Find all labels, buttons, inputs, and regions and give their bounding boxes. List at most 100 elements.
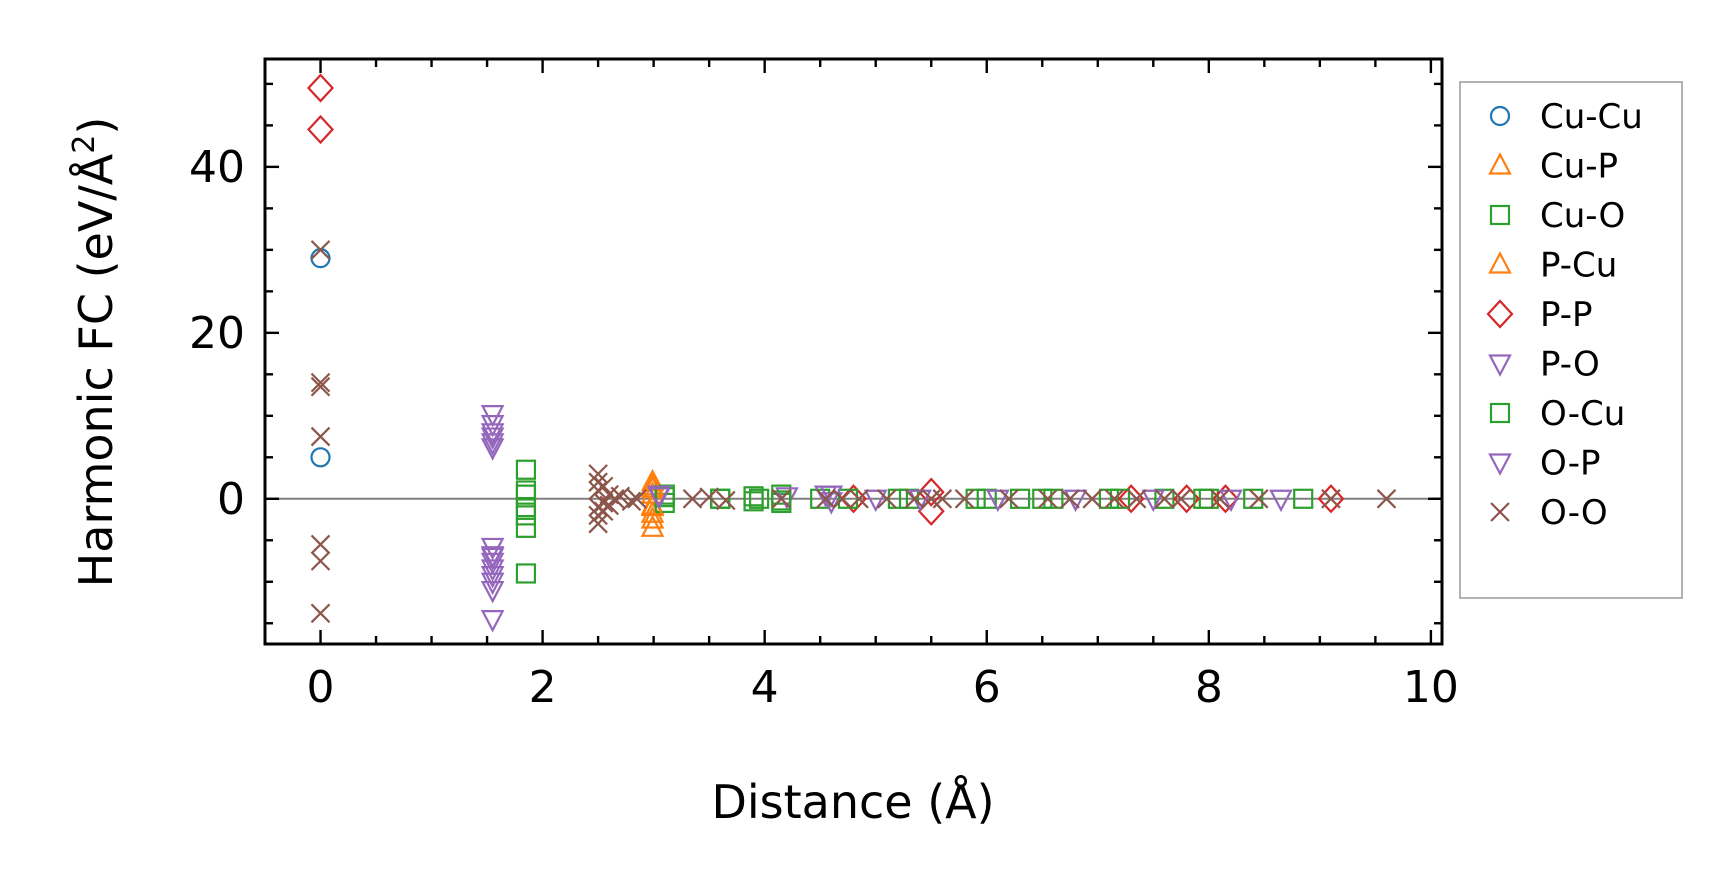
data-point (627, 489, 647, 509)
legend-item-p-p: P-P (1486, 295, 1593, 335)
series-p-o (480, 405, 844, 633)
y-axis-label-end: ) (69, 117, 123, 135)
legend-frame (1459, 81, 1683, 599)
data-point (515, 484, 537, 505)
data-point (515, 459, 537, 480)
y-axis-label-main: Harmonic FC (eV/Å (69, 153, 123, 587)
data-point (647, 487, 672, 510)
legend-marker (1489, 402, 1511, 424)
data-point (1126, 489, 1147, 509)
legend-label: Cu-P (1540, 147, 1618, 187)
data-point (588, 464, 608, 484)
data-point (1321, 489, 1341, 509)
x-tick-label: 10 (1403, 662, 1459, 713)
legend-item-o-cu: O-Cu (1489, 394, 1625, 434)
data-point (310, 376, 331, 397)
data-point (307, 114, 335, 145)
data-point (904, 489, 925, 509)
legend-item-p-o: P-O (1488, 345, 1600, 385)
data-point (515, 517, 537, 538)
data-point (863, 489, 888, 513)
legend-marker (1488, 152, 1512, 175)
data-point (593, 493, 614, 513)
data-point (1082, 489, 1103, 509)
data-point (832, 489, 853, 509)
data-point (887, 488, 909, 509)
legend-marker (1489, 105, 1511, 127)
data-point (1032, 488, 1053, 509)
data-point (1009, 488, 1031, 509)
data-markers (307, 73, 1397, 633)
legend-item-o-o: O-O (1490, 493, 1608, 533)
data-point (480, 427, 505, 450)
data-point (849, 489, 869, 509)
legend-label: O-P (1540, 444, 1600, 484)
data-point (986, 489, 1010, 513)
data-point (819, 485, 844, 509)
legend-label: O-Cu (1540, 394, 1625, 434)
data-point (480, 610, 505, 633)
y-tick-label: 20 (189, 308, 245, 359)
data-point (743, 491, 764, 512)
data-point (965, 488, 986, 509)
y-tick-label: 0 (217, 474, 245, 525)
data-point (480, 580, 505, 604)
x-axis-label: Distance (Å) (711, 775, 994, 829)
data-point (310, 534, 331, 555)
x-tick-label: 4 (751, 662, 779, 713)
legend-label: P-O (1540, 345, 1600, 385)
series-cu-cu (310, 248, 331, 468)
data-point (640, 514, 665, 537)
legend-label: Cu-Cu (1540, 97, 1643, 137)
axis-ticks (263, 59, 1442, 644)
data-point (610, 486, 631, 507)
data-point (1154, 489, 1175, 509)
series-cu-o (515, 459, 1314, 584)
y-axis-label-superscript: 2 (67, 135, 102, 154)
legend-item-o-p: O-P (1488, 444, 1600, 484)
legend-label: P-Cu (1540, 246, 1617, 286)
x-tick-label: 0 (307, 662, 335, 713)
data-point (1317, 484, 1345, 514)
data-point (588, 513, 608, 534)
legend-label: Cu-O (1540, 196, 1625, 236)
data-point (1249, 489, 1269, 509)
series-p-p (307, 73, 1345, 526)
y-axis-label: Harmonic FC (eV/Å2) (67, 117, 123, 588)
data-point (1171, 489, 1191, 509)
data-point (310, 240, 331, 260)
data-point (515, 505, 537, 526)
legend-marker (1490, 502, 1510, 522)
data-point (480, 559, 505, 582)
legend-marker (1488, 251, 1512, 274)
data-point (310, 372, 331, 393)
data-point (1043, 488, 1064, 509)
data-point (932, 489, 953, 509)
data-point (1141, 489, 1166, 513)
data-point (1038, 489, 1058, 509)
data-point (515, 563, 537, 584)
x-tick-label: 8 (1195, 662, 1223, 713)
data-point (480, 572, 505, 596)
data-point (1219, 489, 1243, 513)
data-point (480, 552, 505, 576)
legend-marker (1488, 354, 1512, 377)
legend-label: O-O (1540, 493, 1608, 533)
legend-item-cu-cu: Cu-Cu (1489, 97, 1643, 137)
data-point (640, 468, 665, 492)
data-point (682, 489, 703, 509)
data-point (771, 489, 792, 509)
data-point (1376, 489, 1397, 509)
data-point (877, 489, 897, 509)
data-point (1293, 488, 1314, 509)
legend: Cu-Cu Cu-P Cu-O P-Cu P-P P-O O-Cu O-P O-O (1459, 81, 1683, 599)
data-point (604, 489, 625, 509)
legend-label: P-P (1540, 295, 1593, 335)
data-point (1211, 484, 1239, 514)
data-point (307, 73, 335, 103)
data-point (480, 433, 505, 456)
data-point (716, 490, 736, 511)
data-point (1210, 489, 1230, 509)
data-point (1060, 489, 1080, 509)
